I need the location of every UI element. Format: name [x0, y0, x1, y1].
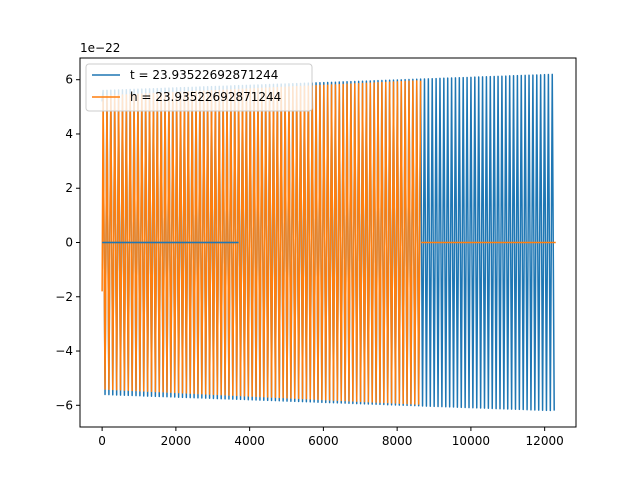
y-axis: −6 −4 −2 0 2 4 6 — [55, 73, 80, 412]
y-tick-label: 6 — [65, 73, 73, 87]
x-tick-label: 4000 — [234, 434, 265, 448]
y-tick-label: 0 — [65, 236, 73, 250]
legend: t = 23.93522692871244 h = 23.93522692871… — [85, 63, 313, 112]
x-tick-label: 8000 — [382, 434, 413, 448]
y-tick-label: −2 — [55, 290, 73, 304]
x-axis: 0 2000 4000 6000 8000 10000 12000 — [98, 427, 564, 448]
x-tick-label: 10000 — [452, 434, 490, 448]
x-tick-label: 0 — [98, 434, 106, 448]
x-tick-label: 12000 — [526, 434, 564, 448]
x-tick-label: 6000 — [308, 434, 339, 448]
legend-label-t: t = 23.93522692871244 — [130, 68, 278, 82]
y-tick-label: −6 — [55, 398, 73, 412]
legend-label-h: h = 23.93522692871244 — [130, 90, 281, 104]
y-tick-label: −4 — [55, 344, 73, 358]
y-offset-label: 1e−22 — [80, 41, 120, 55]
y-tick-label: 4 — [65, 127, 73, 141]
x-tick-label: 2000 — [161, 434, 192, 448]
y-tick-label: 2 — [65, 181, 73, 195]
legend-box — [85, 63, 313, 112]
